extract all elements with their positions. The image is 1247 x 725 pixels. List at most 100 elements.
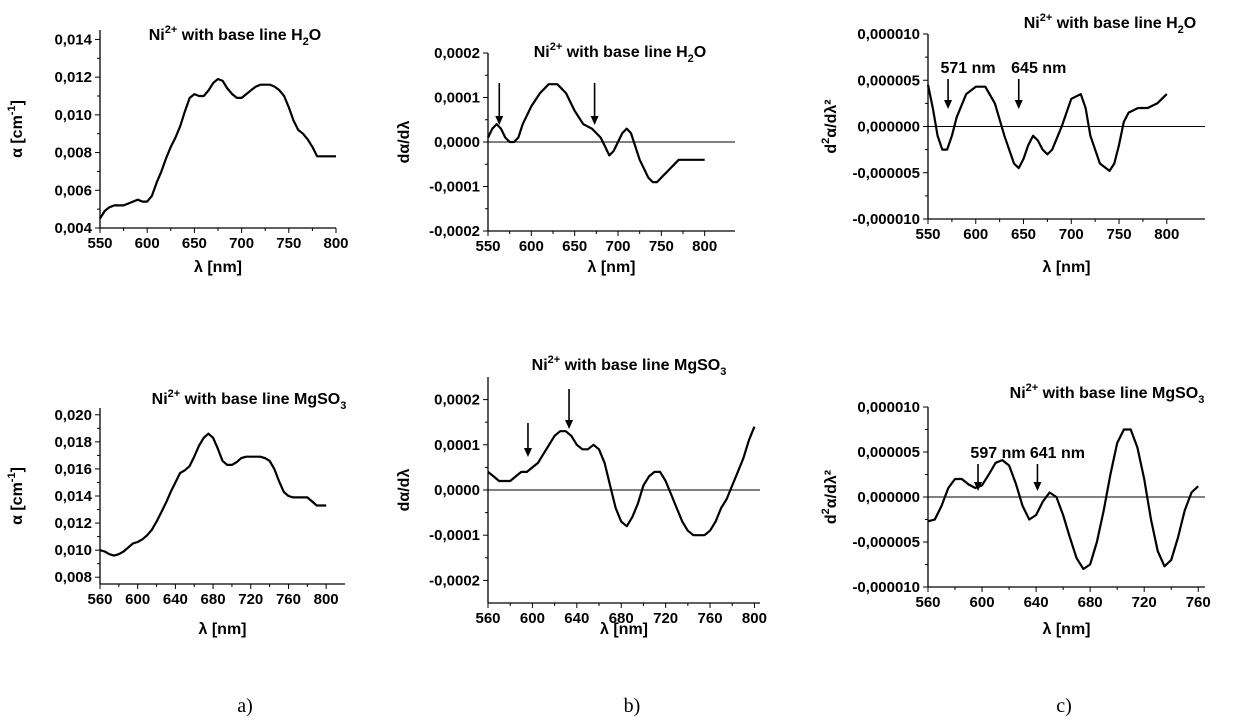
x-tick-label: 720	[238, 591, 263, 608]
y-tick-label: 0,018	[54, 434, 92, 451]
x-tick-label: 760	[276, 591, 301, 608]
x-tick-label: 550	[915, 226, 940, 243]
title-main: Ni	[149, 27, 165, 44]
x-tick-label: 600	[963, 226, 988, 243]
y-tick-label: 0,014	[54, 31, 92, 48]
y-tick-label: -0,0001	[429, 527, 480, 544]
title-main: Ni	[152, 391, 168, 408]
x-tick-label: 550	[87, 235, 112, 252]
annotation-arrowhead	[565, 420, 574, 429]
y-tick-label: 0,000005	[857, 444, 920, 461]
title-middle: with base line H	[562, 44, 687, 61]
y-tick-label: 0,008	[54, 569, 92, 586]
x-tick-label: 650	[562, 238, 587, 255]
title-main: Ni	[1010, 385, 1026, 402]
x-tick-label: 680	[201, 591, 226, 608]
y-tick-label: 0,020	[54, 407, 92, 424]
title-middle: with base line MgSO	[180, 391, 340, 408]
y-tick-label: 0,012	[54, 515, 92, 532]
y-label-main: α [cm	[9, 115, 26, 158]
x-tick-label: 800	[323, 235, 348, 252]
title-subscript: 3	[340, 400, 346, 412]
title-middle: with base line MgSO	[1038, 385, 1198, 402]
x-axis-label: λ [nm]	[1043, 621, 1091, 638]
chart-panel-b-bottom: 560 600 640 680 720 760 800 -0,0002 -0,0001 0,000…	[396, 354, 767, 638]
x-tick-label: 680	[1078, 594, 1103, 611]
x-tick-label: 550	[475, 238, 500, 255]
x-tick-label: 760	[1186, 594, 1211, 611]
x-tick-label: 640	[1024, 594, 1049, 611]
y-tick-label: 0,000010	[857, 26, 920, 43]
chart-title: Ni2+ with base line MgSO3	[1010, 382, 1205, 406]
chart-panels: 550 600 650 700 750 800 0,004 0,006 0,008 0,010 0,…	[6, 12, 1211, 638]
y-tick-label: -0,000010	[852, 579, 920, 596]
title-superscript: 2+	[1040, 12, 1053, 24]
x-tick-label: 560	[915, 594, 940, 611]
title-subscript: 3	[720, 366, 726, 378]
chart-title: Ni2+ with base line MgSO3	[532, 354, 727, 378]
x-tick-label: 700	[229, 235, 254, 252]
y-label-main: d	[823, 514, 840, 524]
y-tick-label: 0,006	[54, 182, 92, 199]
annotation-label: 571 nm	[940, 60, 995, 77]
title-tail: O	[1184, 15, 1196, 32]
chart-panel-b-top: 550 600 650 700 750 800 -0,0002 -0,0001 0,0000 0,…	[396, 41, 735, 276]
title-subscript: 2	[303, 36, 309, 48]
y-tick-label: -0,000010	[852, 211, 920, 228]
y-tick-label: -0,000005	[852, 534, 920, 551]
y-tick-label: 0,000010	[857, 399, 920, 416]
chart-title: Ni2+ with base line MgSO3	[152, 388, 347, 412]
chart-panel-a-top: 550 600 650 700 750 800 0,004 0,006 0,008 0,010 0,…	[6, 24, 349, 276]
y-tick-label: 0,000000	[857, 119, 920, 136]
y-tick-label: 0,0002	[434, 392, 480, 409]
title-superscript: 2+	[165, 24, 178, 36]
x-tick-label: 600	[970, 594, 995, 611]
series-line	[487, 83, 705, 184]
title-superscript: 2+	[550, 41, 563, 53]
x-tick-label: 560	[87, 591, 112, 608]
series-line	[926, 84, 1168, 172]
series-line	[99, 432, 327, 557]
y-tick-label: 0,0001	[434, 437, 480, 454]
x-tick-label: 600	[125, 591, 150, 608]
title-middle: with base line MgSO	[560, 357, 720, 374]
x-tick-label: 600	[519, 238, 544, 255]
x-tick-label: 700	[1059, 226, 1084, 243]
y-tick-label: -0,000005	[852, 165, 920, 182]
y-label-main: d	[823, 144, 840, 154]
x-axis-label: λ [nm]	[199, 621, 247, 638]
chart-title: Ni2+ with base line H2O	[1024, 12, 1196, 36]
figure-captions: a) b) c)	[237, 695, 1072, 717]
annotation-label: 645 nm	[1011, 60, 1066, 77]
y-label-tail: ]	[9, 100, 26, 105]
y-tick-label: 0,0001	[434, 90, 480, 107]
annotation-label: 641 nm	[1030, 445, 1085, 462]
x-axis-label: λ [nm]	[600, 621, 648, 638]
x-tick-label: 800	[692, 238, 717, 255]
title-middle: with base line H	[1052, 15, 1177, 32]
x-axis-label: λ [nm]	[194, 259, 242, 276]
x-tick-label: 680	[609, 610, 634, 627]
annotation-arrowhead	[973, 482, 982, 491]
annotation-arrowhead	[1033, 482, 1042, 491]
y-tick-label: 0,000000	[857, 489, 920, 506]
y-axis-label: α [cm-1]	[6, 467, 26, 525]
title-middle: with base line H	[177, 27, 302, 44]
y-tick-label: 0,0002	[434, 45, 480, 62]
y-tick-label: -0,0002	[429, 223, 480, 240]
y-tick-label: 0,0000	[434, 482, 480, 499]
y-tick-label: 0,0000	[434, 134, 480, 151]
y-tick-label: -0,0002	[429, 572, 480, 589]
y-tick-label: 0,010	[54, 107, 92, 124]
x-tick-label: 800	[742, 610, 767, 627]
title-superscript: 2+	[168, 388, 181, 400]
x-tick-label: 720	[653, 610, 678, 627]
y-tick-label: 0,010	[54, 542, 92, 559]
y-tick-label: 0,000005	[857, 72, 920, 89]
x-tick-label: 640	[564, 610, 589, 627]
chart-panel-c-bottom: 560 600 640 680 720 760 -0,000010 -0,000005 0,00…	[820, 382, 1211, 638]
y-axis-label: α [cm-1]	[6, 100, 26, 158]
x-tick-label: 720	[1132, 594, 1157, 611]
y-tick-label: -0,0001	[429, 179, 480, 196]
